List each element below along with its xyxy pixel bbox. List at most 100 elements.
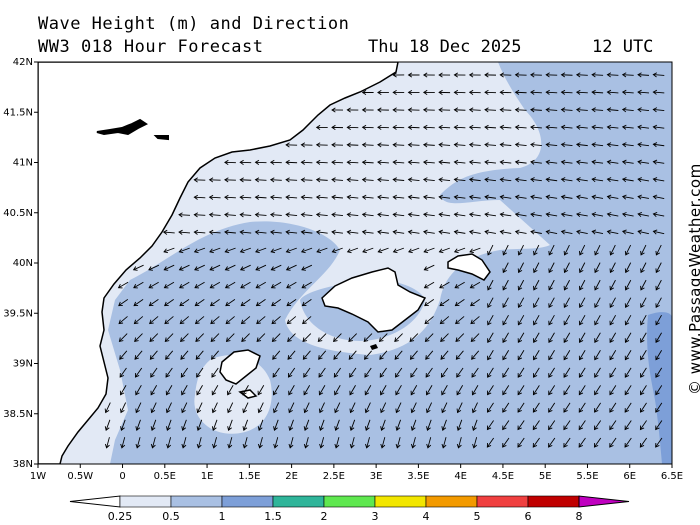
wave-arrow bbox=[545, 107, 558, 113]
wave-arrow bbox=[624, 367, 632, 378]
wave-arrow bbox=[224, 281, 236, 289]
wave-arrow bbox=[640, 385, 647, 396]
wave-arrow bbox=[271, 316, 281, 325]
y-tick-label: 41.5N bbox=[3, 107, 33, 118]
wave-arrow bbox=[655, 367, 663, 378]
wave-arrow bbox=[545, 212, 558, 218]
wave-arrow bbox=[499, 229, 512, 235]
wave-arrow bbox=[194, 264, 205, 271]
wave-arrow bbox=[484, 177, 497, 183]
wave-arrow bbox=[181, 419, 187, 431]
wave-arrow bbox=[119, 367, 127, 378]
wave-arrow bbox=[563, 367, 571, 378]
wave-arrow bbox=[655, 314, 662, 326]
wave-arrow bbox=[486, 437, 495, 448]
wave-arrow bbox=[484, 89, 497, 95]
wave-arrow bbox=[545, 124, 558, 130]
wave-arrow bbox=[409, 333, 419, 342]
wave-arrow bbox=[301, 281, 312, 289]
wave-arrow bbox=[652, 177, 665, 183]
wave-arrow bbox=[487, 244, 494, 256]
x-tick-label: 1W bbox=[30, 471, 46, 482]
wave-arrow bbox=[453, 212, 466, 218]
wave-arrow bbox=[655, 350, 663, 361]
legend-swatch bbox=[221, 495, 274, 508]
wave-arrow bbox=[407, 229, 420, 235]
wave-arrow bbox=[502, 420, 510, 431]
wave-arrow bbox=[317, 333, 327, 342]
wave-arrow bbox=[224, 247, 236, 254]
legend-swatch bbox=[119, 495, 172, 508]
wave-arrow bbox=[533, 297, 540, 309]
wave-arrow bbox=[133, 316, 144, 325]
wave-arrow bbox=[499, 212, 512, 218]
wave-arrow bbox=[606, 229, 619, 235]
wave-arrow bbox=[363, 333, 373, 342]
wave-arrow bbox=[380, 385, 387, 396]
wave-arrow bbox=[392, 107, 405, 113]
wave-arrow bbox=[285, 247, 297, 254]
wave-arrow bbox=[548, 314, 555, 326]
wave-arrow bbox=[438, 229, 451, 235]
wave-arrow bbox=[163, 264, 175, 271]
wave-arrow bbox=[576, 212, 588, 218]
wave-arrow bbox=[196, 367, 204, 378]
wave-arrow bbox=[594, 367, 601, 378]
wave-arrow bbox=[224, 264, 236, 271]
wave-arrow bbox=[487, 314, 494, 326]
wave-arrow bbox=[487, 385, 494, 396]
wave-arrow bbox=[637, 159, 650, 165]
wave-arrow bbox=[502, 314, 509, 326]
wave-arrow bbox=[378, 333, 388, 342]
wave-arrow bbox=[239, 264, 251, 271]
legend-label: 3 bbox=[372, 510, 379, 523]
wave-arrow bbox=[575, 124, 588, 130]
wave-arrow bbox=[288, 402, 295, 414]
wave-arrow bbox=[575, 72, 588, 78]
wave-arrow bbox=[257, 437, 263, 449]
wave-arrow bbox=[499, 124, 512, 130]
wave-arrow bbox=[210, 316, 220, 325]
wave-arrow bbox=[270, 281, 282, 289]
wave-arrow bbox=[272, 350, 281, 360]
wave-arrow bbox=[224, 159, 236, 165]
wave-arrow bbox=[560, 142, 573, 148]
wave-arrow bbox=[392, 72, 405, 78]
wave-arrow bbox=[422, 124, 435, 130]
wave-arrow bbox=[193, 229, 206, 235]
wave-arrow bbox=[471, 402, 478, 414]
wave-direction-arrows bbox=[104, 72, 665, 449]
wave-arrow bbox=[468, 72, 481, 78]
wave-arrow bbox=[407, 142, 420, 148]
wave-arrow bbox=[439, 281, 450, 289]
wave-arrow bbox=[377, 159, 389, 165]
wave-arrow bbox=[255, 281, 266, 289]
wave-arrow bbox=[548, 420, 556, 431]
wave-arrow bbox=[285, 142, 298, 148]
wave-arrow bbox=[499, 107, 512, 113]
wave-arrow bbox=[181, 385, 188, 396]
wave-arrow bbox=[315, 177, 328, 183]
wave-arrow bbox=[285, 177, 298, 183]
wave-arrow bbox=[517, 437, 525, 448]
wave-arrow bbox=[271, 333, 281, 342]
wave-arrow bbox=[438, 142, 451, 148]
wave-arrow bbox=[438, 89, 451, 95]
wave-arrow bbox=[438, 177, 451, 183]
wave-arrow bbox=[380, 402, 387, 414]
wave-arrow bbox=[224, 229, 236, 235]
wave-arrow bbox=[621, 72, 634, 78]
wave-arrow bbox=[180, 367, 189, 378]
wave-arrow bbox=[166, 437, 172, 449]
x-tick-label: 0 bbox=[119, 471, 125, 482]
wave-arrow bbox=[407, 194, 420, 200]
wave-arrow bbox=[149, 333, 159, 342]
wave-arrow bbox=[621, 229, 634, 235]
wave-arrow bbox=[392, 142, 405, 148]
wave-arrow bbox=[593, 437, 602, 448]
legend-label: 8 bbox=[576, 510, 583, 523]
wave-arrow bbox=[242, 385, 249, 396]
wave-arrow bbox=[287, 367, 296, 378]
wave-arrow bbox=[560, 194, 573, 200]
